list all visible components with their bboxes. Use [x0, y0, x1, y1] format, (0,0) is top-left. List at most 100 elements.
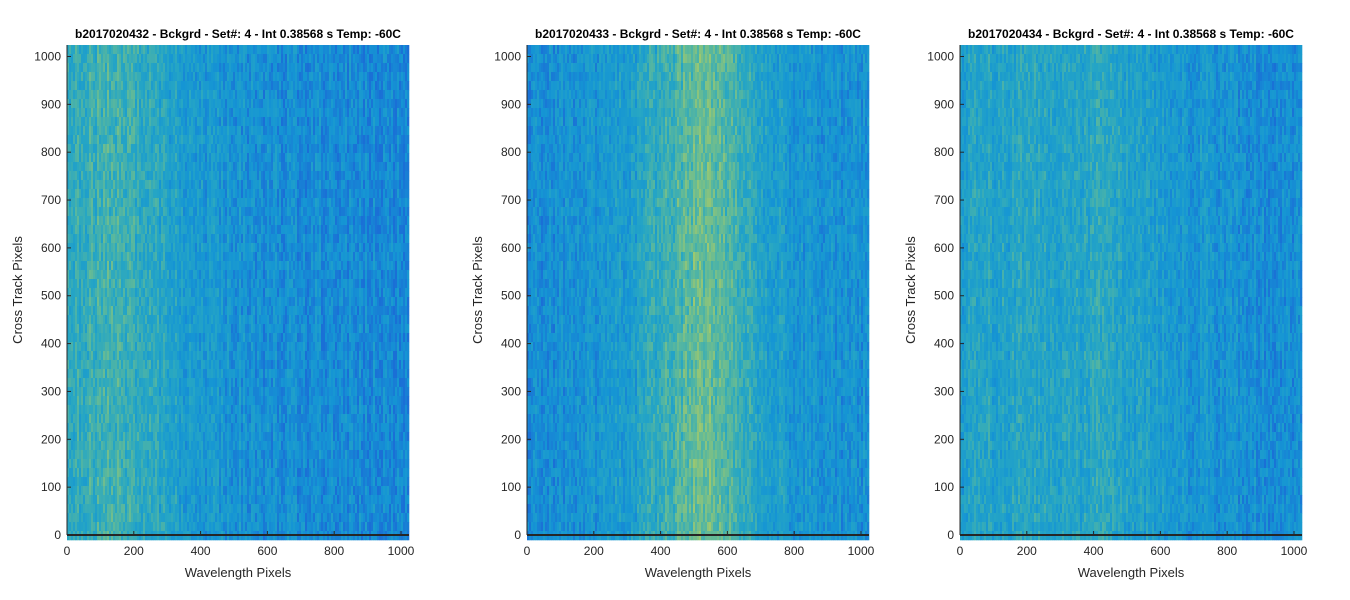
- heatmap-cell: [155, 270, 158, 280]
- heatmap-cell: [135, 369, 138, 379]
- heatmap-cell: [211, 333, 214, 343]
- heatmap-cell: [221, 387, 224, 397]
- heatmap-cell: [111, 171, 114, 181]
- heatmap-cell: [217, 450, 220, 460]
- heatmap-cell: [199, 396, 202, 406]
- heatmap-cell: [179, 63, 182, 73]
- heatmap-cell: [87, 288, 90, 298]
- heatmap-cell: [181, 423, 184, 433]
- heatmap-cell: [97, 144, 100, 154]
- heatmap-cell: [217, 324, 220, 334]
- heatmap-cell: [201, 405, 204, 415]
- heatmap-cell: [83, 432, 86, 442]
- heatmap-cell: [93, 117, 96, 127]
- heatmap-cell: [239, 387, 242, 397]
- heatmap-cell: [71, 180, 74, 190]
- heatmap-cell: [67, 234, 70, 244]
- heatmap-cell: [125, 279, 128, 289]
- heatmap-cell: [163, 171, 166, 181]
- heatmap-cell: [237, 495, 240, 505]
- heatmap-cell: [235, 144, 238, 154]
- heatmap-cell: [231, 126, 234, 136]
- heatmap-cell: [187, 450, 190, 460]
- heatmap-cell: [91, 423, 94, 433]
- heatmap-cell: [203, 126, 206, 136]
- heatmap-cell: [77, 333, 80, 343]
- heatmap-cell: [105, 243, 108, 253]
- heatmap-cell: [91, 477, 94, 487]
- heatmap-cell: [245, 63, 248, 73]
- heatmap-cell: [149, 513, 152, 523]
- heatmap-cell: [231, 504, 234, 514]
- heatmap-cell: [163, 495, 166, 505]
- heatmap-cell: [115, 162, 118, 172]
- heatmap-cell: [217, 405, 220, 415]
- heatmap-cell: [145, 198, 148, 208]
- heatmap-cell: [107, 153, 110, 163]
- heatmap-panel-1: b2017020432 - Bckgrd - Set#: 4 - Int 0.3…: [10, 27, 415, 580]
- heatmap-cell: [87, 153, 90, 163]
- heatmap-cell: [99, 243, 102, 253]
- heatmap-cell: [127, 171, 130, 181]
- heatmap-cell: [221, 378, 224, 388]
- heatmap-cell: [85, 234, 88, 244]
- heatmap-cell: [235, 441, 238, 451]
- heatmap-cell: [97, 360, 100, 370]
- heatmap-cell: [135, 306, 138, 316]
- heatmap-cell: [243, 486, 246, 496]
- heatmap-cell: [83, 459, 86, 469]
- heatmap-cell: [157, 162, 160, 172]
- heatmap-cell: [97, 522, 100, 532]
- heatmap-cell: [87, 405, 90, 415]
- heatmap-cell: [95, 513, 98, 523]
- heatmap-cell: [139, 99, 142, 109]
- heatmap-cell: [195, 270, 198, 280]
- heatmap-cell: [151, 342, 154, 352]
- heatmap-cell: [189, 144, 192, 154]
- heatmap-cell: [189, 396, 192, 406]
- heatmap-cell: [93, 315, 96, 325]
- heatmap-cell: [209, 279, 212, 289]
- heatmap-cell: [223, 396, 226, 406]
- heatmap-cell: [171, 378, 174, 388]
- heatmap-cell: [111, 387, 114, 397]
- heatmap-cell: [195, 396, 198, 406]
- heatmap-cell: [241, 216, 244, 226]
- heatmap-cell: [139, 405, 142, 415]
- heatmap-cell: [203, 90, 206, 100]
- heatmap-cell: [117, 117, 120, 127]
- heatmap-cell: [201, 522, 204, 532]
- heatmap-cell: [191, 387, 194, 397]
- heatmap-cell: [235, 72, 238, 82]
- heatmap-cell: [95, 441, 98, 451]
- heatmap-cell: [183, 243, 186, 253]
- heatmap-cell: [127, 522, 130, 532]
- heatmap-cell: [143, 459, 146, 469]
- heatmap-cell: [73, 45, 76, 55]
- heatmap-cell: [137, 324, 140, 334]
- heatmap-cell: [117, 387, 120, 397]
- heatmap-cell: [185, 414, 188, 424]
- heatmap-cell: [109, 441, 112, 451]
- heatmap-cell: [137, 423, 140, 433]
- heatmap-cell: [131, 441, 134, 451]
- heatmap-cell: [191, 180, 194, 190]
- heatmap-cell: [165, 135, 168, 145]
- heatmap-cell: [195, 225, 198, 235]
- heatmap-cell: [71, 108, 74, 118]
- heatmap-cell: [209, 504, 212, 514]
- heatmap-cell: [83, 153, 86, 163]
- heatmap-cell: [239, 162, 242, 172]
- heatmap-cell: [75, 396, 78, 406]
- heatmap-cell: [103, 171, 106, 181]
- heatmap-cell: [175, 306, 178, 316]
- heatmap-cell: [213, 135, 216, 145]
- heatmap-cell: [71, 441, 74, 451]
- heatmap-cell: [185, 333, 188, 343]
- heatmap-cell: [191, 297, 194, 307]
- heatmap-cell: [117, 63, 120, 73]
- heatmap-cell: [239, 252, 242, 262]
- heatmap-cell: [93, 414, 96, 424]
- heatmap-cell: [127, 351, 130, 361]
- heatmap-cell: [91, 63, 94, 73]
